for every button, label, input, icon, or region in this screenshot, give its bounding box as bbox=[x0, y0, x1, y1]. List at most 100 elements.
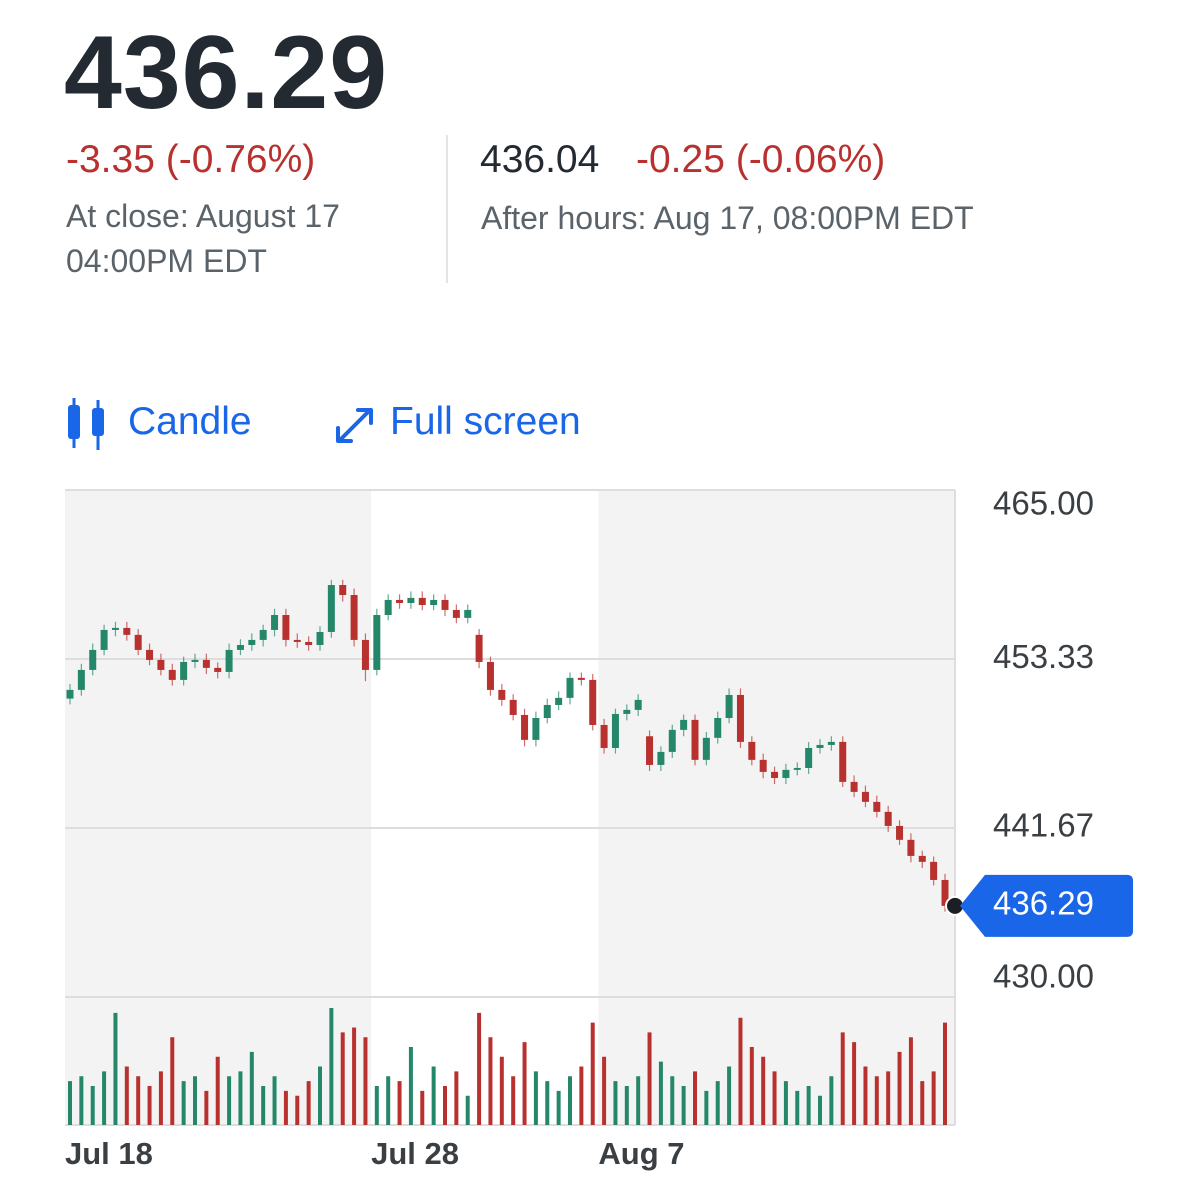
volume-bar bbox=[783, 1081, 788, 1125]
volume-bar bbox=[886, 1071, 891, 1125]
candle-body bbox=[498, 689, 506, 700]
candle-body bbox=[805, 747, 813, 768]
volume-bar bbox=[443, 1086, 447, 1125]
volume-bar bbox=[90, 1086, 95, 1125]
x-tick-label: Jul 18 bbox=[65, 1136, 153, 1171]
candle-body bbox=[771, 771, 779, 778]
volume-bar bbox=[318, 1066, 322, 1125]
candle-body bbox=[577, 677, 585, 680]
candle-body bbox=[623, 709, 631, 714]
volume-bar bbox=[488, 1037, 493, 1125]
candle-body bbox=[180, 661, 188, 680]
volume-bar bbox=[863, 1066, 868, 1125]
candle-body bbox=[714, 718, 722, 738]
candle-body bbox=[759, 759, 767, 772]
candle-body bbox=[168, 669, 176, 680]
volume-bar bbox=[193, 1076, 197, 1125]
y-tick-label: 465.00 bbox=[993, 485, 1094, 522]
period-band bbox=[371, 490, 599, 1125]
volume-bar bbox=[897, 1051, 902, 1125]
candle-body bbox=[736, 694, 744, 742]
candle-body bbox=[486, 661, 494, 690]
candle-body bbox=[748, 741, 756, 760]
candle-body bbox=[464, 609, 472, 618]
candle-button-label[interactable]: Candle bbox=[128, 400, 252, 443]
volume-bar bbox=[852, 1042, 857, 1125]
candle-body bbox=[89, 649, 97, 670]
volume-bar bbox=[454, 1071, 459, 1125]
volume-bar bbox=[386, 1076, 391, 1125]
volume-bar bbox=[670, 1076, 675, 1125]
candle-button[interactable] bbox=[68, 398, 104, 450]
volume-bar bbox=[624, 1086, 629, 1125]
volume-bar bbox=[829, 1076, 834, 1125]
candle-body bbox=[896, 825, 904, 840]
volume-bar bbox=[761, 1056, 766, 1125]
volume-bar bbox=[227, 1076, 232, 1125]
candle-body bbox=[521, 714, 529, 740]
candle-body bbox=[134, 634, 142, 650]
volume-bar bbox=[840, 1032, 845, 1125]
candle-body bbox=[816, 744, 824, 748]
candle-body bbox=[259, 629, 267, 640]
candle-body bbox=[236, 644, 244, 650]
volume-bar bbox=[113, 1012, 118, 1125]
volume-bar bbox=[602, 1056, 607, 1125]
candle-body bbox=[361, 639, 369, 670]
volume-bar bbox=[943, 1022, 947, 1125]
volume-bar bbox=[363, 1037, 368, 1125]
volume-bar bbox=[68, 1081, 72, 1125]
volume-bar bbox=[477, 1012, 482, 1125]
candle-body bbox=[327, 585, 335, 632]
after-hours-price: 436.04 bbox=[480, 138, 600, 181]
volume-bar bbox=[920, 1081, 925, 1125]
full-screen-button-label[interactable]: Full screen bbox=[390, 400, 581, 443]
last-price-label: 436.29 bbox=[993, 885, 1094, 922]
candle-body bbox=[509, 699, 517, 715]
candle-body bbox=[668, 729, 676, 752]
candle-body bbox=[430, 599, 438, 606]
candle-body bbox=[611, 713, 619, 748]
volume-bar bbox=[681, 1086, 686, 1125]
candle-body bbox=[100, 629, 108, 650]
volume-bar bbox=[931, 1071, 936, 1125]
close-info: At close: August 17 04:00PM EDT bbox=[66, 198, 340, 279]
volume-bar bbox=[499, 1056, 504, 1125]
volume-bar bbox=[238, 1071, 243, 1125]
candle-body bbox=[918, 855, 926, 862]
volume-bar bbox=[102, 1071, 107, 1125]
candle-body bbox=[793, 767, 801, 770]
volume-bar bbox=[215, 1056, 220, 1125]
volume-bar bbox=[693, 1071, 697, 1125]
y-tick-label: 453.33 bbox=[993, 638, 1094, 675]
volume-bar bbox=[408, 1047, 413, 1125]
after-hours-info: After hours: Aug 17, 08:00PM EDT bbox=[481, 200, 974, 236]
candle-body bbox=[157, 659, 165, 670]
volume-bar bbox=[249, 1051, 254, 1125]
volume-bar bbox=[158, 1071, 163, 1125]
volume-bar bbox=[522, 1042, 527, 1125]
volume-bar bbox=[147, 1086, 152, 1125]
candle-body bbox=[566, 677, 574, 698]
price: 436.29 bbox=[64, 15, 389, 131]
candle-body bbox=[839, 741, 847, 782]
candle-body bbox=[373, 615, 381, 670]
volume-bar bbox=[465, 1095, 470, 1125]
candle-body bbox=[884, 811, 892, 826]
volume-bar bbox=[749, 1047, 754, 1125]
volume-bar bbox=[579, 1066, 584, 1125]
candle-body bbox=[282, 615, 290, 640]
full-screen-button[interactable] bbox=[336, 408, 373, 443]
candle-body bbox=[77, 669, 85, 690]
candle-body bbox=[827, 741, 835, 745]
last-price-badge bbox=[960, 874, 1133, 937]
candle-body bbox=[407, 597, 415, 603]
candle-body bbox=[146, 649, 154, 660]
candle-body bbox=[441, 599, 449, 610]
x-tick-label: Aug 7 bbox=[598, 1136, 684, 1171]
candle-body bbox=[191, 659, 199, 662]
volume-bar bbox=[306, 1081, 311, 1125]
volume-bar bbox=[170, 1037, 175, 1125]
